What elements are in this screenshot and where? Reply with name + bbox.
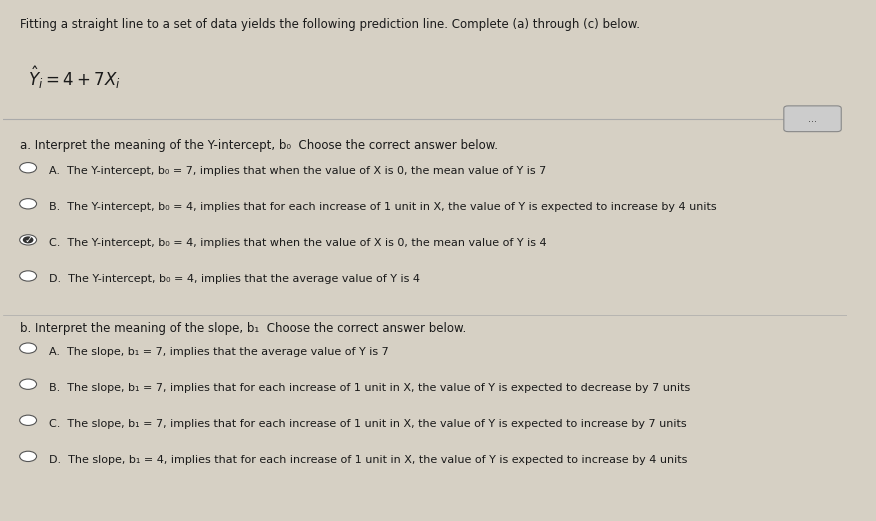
Text: B.  The slope, b₁ = 7, implies that for each increase of 1 unit in X, the value : B. The slope, b₁ = 7, implies that for e… [49,382,690,393]
Text: C.  The Y-intercept, b₀ = 4, implies that when the value of X is 0, the mean val: C. The Y-intercept, b₀ = 4, implies that… [49,238,547,249]
Circle shape [19,379,37,389]
Text: ✓: ✓ [24,235,32,245]
Text: ...: ... [808,114,817,124]
Circle shape [19,415,37,426]
Circle shape [19,343,37,353]
Circle shape [19,271,37,281]
Text: Fitting a straight line to a set of data yields the following prediction line. C: Fitting a straight line to a set of data… [19,18,639,31]
Text: C.  The slope, b₁ = 7, implies that for each increase of 1 unit in X, the value : C. The slope, b₁ = 7, implies that for e… [49,419,687,429]
Circle shape [19,199,37,209]
Circle shape [19,451,37,462]
Circle shape [24,237,32,243]
Circle shape [19,235,37,245]
Text: $\hat{Y}_i = 4 + 7X_i$: $\hat{Y}_i = 4 + 7X_i$ [28,65,121,91]
Text: b. Interpret the meaning of the slope, b₁  Choose the correct answer below.: b. Interpret the meaning of the slope, b… [19,322,466,336]
Text: D.  The slope, b₁ = 4, implies that for each increase of 1 unit in X, the value : D. The slope, b₁ = 4, implies that for e… [49,455,688,465]
Text: A.  The slope, b₁ = 7, implies that the average value of Y is 7: A. The slope, b₁ = 7, implies that the a… [49,346,389,356]
Text: B.  The Y-intercept, b₀ = 4, implies that for each increase of 1 unit in X, the : B. The Y-intercept, b₀ = 4, implies that… [49,202,717,212]
FancyBboxPatch shape [784,106,841,132]
Text: A.  The Y-intercept, b₀ = 7, implies that when the value of X is 0, the mean val: A. The Y-intercept, b₀ = 7, implies that… [49,166,547,176]
Text: D.  The Y-intercept, b₀ = 4, implies that the average value of Y is 4: D. The Y-intercept, b₀ = 4, implies that… [49,275,420,284]
Circle shape [19,163,37,173]
Text: a. Interpret the meaning of the Y-intercept, b₀  Choose the correct answer below: a. Interpret the meaning of the Y-interc… [19,140,498,152]
